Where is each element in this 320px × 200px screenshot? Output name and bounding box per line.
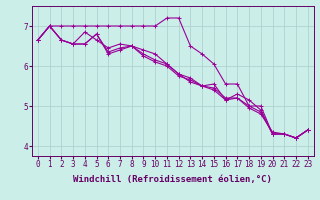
X-axis label: Windchill (Refroidissement éolien,°C): Windchill (Refroidissement éolien,°C) xyxy=(73,175,272,184)
